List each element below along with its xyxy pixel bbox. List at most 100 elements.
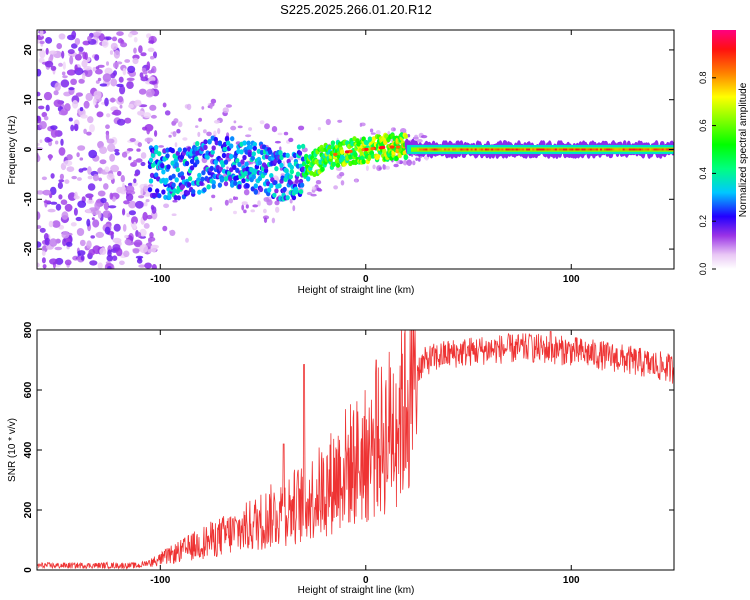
spectrogram-cell — [563, 148, 566, 151]
y-tick-label: 20 — [23, 44, 34, 56]
spectrogram-cell — [37, 241, 42, 248]
spectrogram-cell — [177, 121, 183, 128]
spectrogram-cell — [251, 151, 256, 157]
spectrogram-cell — [282, 186, 287, 192]
spectrogram-cell — [450, 148, 453, 151]
spectrogram-cell — [291, 195, 297, 201]
spectrogram-cell — [79, 239, 86, 247]
spectrogram-cell — [147, 70, 153, 74]
spectrogram-cell — [127, 182, 133, 187]
spectrogram-cell — [97, 64, 105, 68]
spectrogram-cell — [337, 119, 343, 123]
spectrogram-cell — [353, 152, 358, 158]
spectrogram-cell — [505, 148, 508, 151]
spectrogram-cell — [197, 131, 201, 137]
spectrogram-cell — [223, 159, 229, 165]
spectrogram-cell — [618, 148, 621, 151]
spectrogram-cell — [119, 260, 125, 266]
spectrogram-cell — [521, 148, 525, 151]
spectrogram-cell — [285, 195, 290, 201]
spectrogram-cell — [400, 128, 407, 134]
spectrogram-cell — [80, 255, 85, 261]
snr-axes: -100 0 100 0 200 400 600 800 — [23, 321, 674, 586]
spectrogram-cell — [589, 148, 592, 151]
spectrogram-cell — [489, 148, 492, 151]
spectrogram-cell — [235, 158, 240, 164]
spectrogram-cell — [311, 186, 316, 191]
y-tick-label: 600 — [23, 381, 34, 398]
spectrogram-cell — [211, 183, 216, 189]
spectrogram-cell — [292, 205, 296, 212]
spectrogram-cell — [176, 128, 181, 134]
spectrogram-cell — [74, 38, 81, 45]
spectrogram-cell — [407, 162, 411, 167]
spectrogram-cell — [73, 123, 79, 132]
spectrogram-cell — [137, 142, 142, 148]
spectrogram-cell — [361, 159, 366, 165]
spectrogram-cell — [468, 148, 471, 151]
spectrogram-cell — [285, 152, 290, 158]
spectrogram-cell — [252, 204, 259, 208]
spectrogram-cell — [109, 153, 115, 162]
spectrogram-cell — [579, 148, 582, 151]
spectrogram-cell — [52, 220, 61, 228]
spectrogram-cell — [39, 121, 47, 130]
spectrogram-cell — [104, 166, 110, 173]
spectrogram-cell — [131, 181, 138, 187]
spectrogram-cell — [122, 208, 126, 216]
spectrogram-cell — [111, 111, 119, 116]
spectrogram-cell — [370, 147, 375, 151]
spectrogram-cell — [221, 152, 227, 159]
spectrogram-cell — [180, 183, 186, 189]
spectrogram-cell — [425, 148, 428, 151]
spectrogram-cell — [380, 145, 386, 149]
spectrogram-cell — [577, 148, 580, 151]
spectrogram-cell — [138, 195, 145, 199]
spectrogram-cell — [71, 30, 77, 39]
spectrogram-cell — [68, 117, 73, 122]
spectrogram-cell — [544, 148, 547, 151]
spectrogram-cell — [49, 186, 57, 196]
spectrogram-cell — [375, 153, 381, 159]
spectrogram-cell — [297, 150, 303, 156]
spectrogram-cell — [96, 111, 104, 118]
spectrogram-cell — [201, 106, 205, 110]
spectrogram-cell — [80, 114, 88, 119]
spectrogram-cell — [189, 158, 195, 165]
spectrogram-cell — [317, 188, 323, 192]
spectrogram-cell — [133, 221, 137, 230]
spectrogram-cell — [109, 97, 116, 103]
spectrogram-cell — [162, 225, 168, 232]
spectrogram-cell — [336, 167, 340, 171]
spectrogram-cell — [92, 67, 97, 72]
spectrogram-cell — [126, 81, 134, 89]
spectrogram-cell — [480, 148, 483, 151]
spectrogram-cell — [286, 189, 290, 196]
spectrogram-cell — [66, 166, 75, 173]
spectrogram-cell — [139, 72, 144, 78]
spectrogram-cell — [124, 117, 132, 124]
spectrogram-cell — [330, 140, 336, 146]
spectrogram-cell — [292, 152, 298, 159]
spectrogram-cell — [92, 219, 100, 228]
spectrogram-cell — [365, 165, 369, 172]
spectrogram-cell — [515, 148, 518, 151]
spectrogram-cell — [90, 235, 95, 239]
spectrogram-cell — [110, 78, 118, 87]
spectrogram-cell — [103, 183, 109, 190]
spectrogram-cell — [113, 223, 121, 232]
spectrogram-cell — [139, 244, 149, 254]
spectrogram-cell — [37, 225, 42, 229]
spectrogram-cell — [630, 148, 633, 151]
spectrogram-cell — [242, 154, 247, 161]
spectrogram-cell — [315, 180, 322, 185]
spectrogram-cell — [173, 118, 179, 124]
spectrogram-cell — [223, 181, 229, 187]
y-tick-label: -10 — [23, 192, 34, 207]
spectrogram-cell — [182, 147, 188, 153]
spectrogram-cell — [66, 69, 76, 76]
spectrogram-cell — [501, 148, 504, 151]
spectrogram-cell — [162, 102, 167, 108]
spectrogram-cell — [211, 194, 216, 199]
spectrogram-cell — [105, 132, 110, 141]
